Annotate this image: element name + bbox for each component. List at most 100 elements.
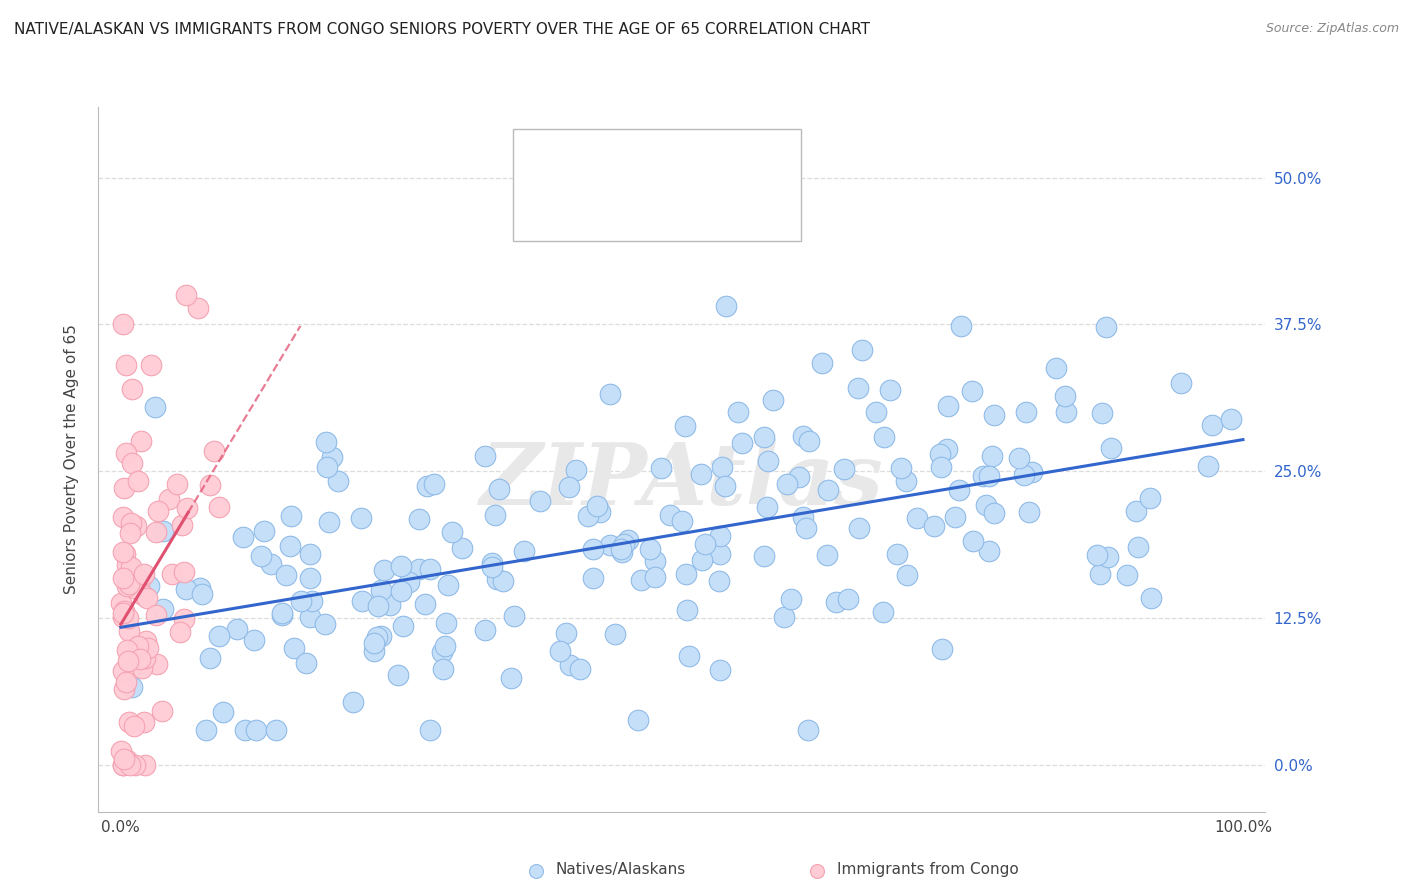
Point	[1088, 566, 1111, 581]
Point	[198, 477, 221, 491]
Point	[114, 547, 136, 561]
Point	[936, 442, 959, 456]
Point	[689, 467, 711, 482]
Point	[301, 594, 323, 608]
Text: Natives/Alaskans: Natives/Alaskans	[555, 863, 686, 877]
Point	[408, 512, 430, 526]
Point	[378, 599, 401, 613]
Point	[276, 567, 298, 582]
Point	[610, 542, 633, 557]
Point	[233, 723, 256, 737]
Point	[146, 657, 169, 672]
Point	[139, 358, 162, 372]
Point	[872, 605, 894, 619]
Point	[162, 566, 184, 581]
Point	[253, 524, 276, 538]
Point	[558, 480, 581, 494]
Point	[315, 460, 337, 475]
Point	[408, 562, 430, 576]
Point	[711, 459, 734, 474]
Point	[124, 757, 146, 772]
Point	[187, 301, 209, 315]
Point	[488, 483, 510, 497]
Point	[373, 564, 395, 578]
Point	[548, 644, 571, 658]
Point	[558, 657, 581, 672]
Point	[174, 288, 197, 302]
Point	[501, 671, 523, 685]
Point	[980, 449, 1002, 463]
Point	[314, 617, 336, 632]
Point	[121, 382, 143, 396]
Point	[555, 626, 578, 640]
Text: 0.600: 0.600	[607, 151, 659, 169]
Point	[709, 529, 731, 543]
Point	[792, 509, 814, 524]
Point	[118, 757, 141, 772]
Point	[976, 498, 998, 512]
Point	[120, 560, 142, 574]
Point	[121, 680, 143, 694]
Point	[188, 582, 211, 596]
Point	[350, 511, 373, 525]
Point	[112, 604, 135, 618]
Point	[370, 583, 392, 598]
Text: Immigrants from Congo: Immigrants from Congo	[837, 863, 1018, 877]
Point	[513, 544, 536, 558]
Point	[280, 508, 302, 523]
Point	[350, 593, 373, 607]
Point	[112, 481, 135, 495]
Point	[451, 541, 474, 555]
Point	[1021, 465, 1043, 479]
Point	[226, 622, 249, 636]
Point	[366, 630, 388, 644]
Point	[1139, 591, 1161, 606]
Point	[599, 538, 621, 552]
Point	[929, 447, 952, 461]
Text: 0.392: 0.392	[607, 202, 661, 219]
Point	[756, 500, 779, 514]
Point	[232, 530, 254, 544]
Point	[756, 454, 779, 468]
Point	[589, 505, 612, 519]
Point	[576, 508, 599, 523]
Point	[905, 510, 928, 524]
Point	[398, 575, 420, 590]
Point	[806, 864, 828, 879]
Point	[342, 695, 364, 709]
Point	[644, 570, 666, 584]
Point	[363, 635, 385, 649]
Point	[779, 591, 801, 606]
Text: ZIPAtlas: ZIPAtlas	[479, 439, 884, 523]
Point	[112, 681, 135, 696]
Point	[131, 661, 153, 675]
Point	[413, 597, 436, 611]
Point	[787, 470, 810, 484]
Point	[264, 723, 287, 737]
Point	[134, 757, 156, 772]
Point	[1220, 412, 1243, 426]
Point	[112, 571, 135, 585]
Point	[419, 562, 441, 576]
Text: 72: 72	[699, 202, 723, 219]
Point	[111, 757, 134, 772]
Point	[1008, 450, 1031, 465]
Point	[983, 408, 1005, 422]
Point	[1126, 540, 1149, 554]
Point	[299, 571, 322, 585]
Point	[211, 706, 233, 720]
Point	[434, 616, 457, 631]
Point	[797, 723, 820, 737]
Point	[208, 629, 231, 643]
Point	[132, 566, 155, 581]
Point	[1125, 504, 1147, 518]
Point	[794, 521, 817, 535]
Point	[146, 504, 169, 518]
Point	[298, 547, 321, 561]
Point	[962, 384, 984, 399]
Point	[166, 476, 188, 491]
Point	[298, 610, 321, 624]
Point	[318, 515, 340, 529]
Point	[492, 574, 515, 589]
Point	[129, 573, 152, 587]
